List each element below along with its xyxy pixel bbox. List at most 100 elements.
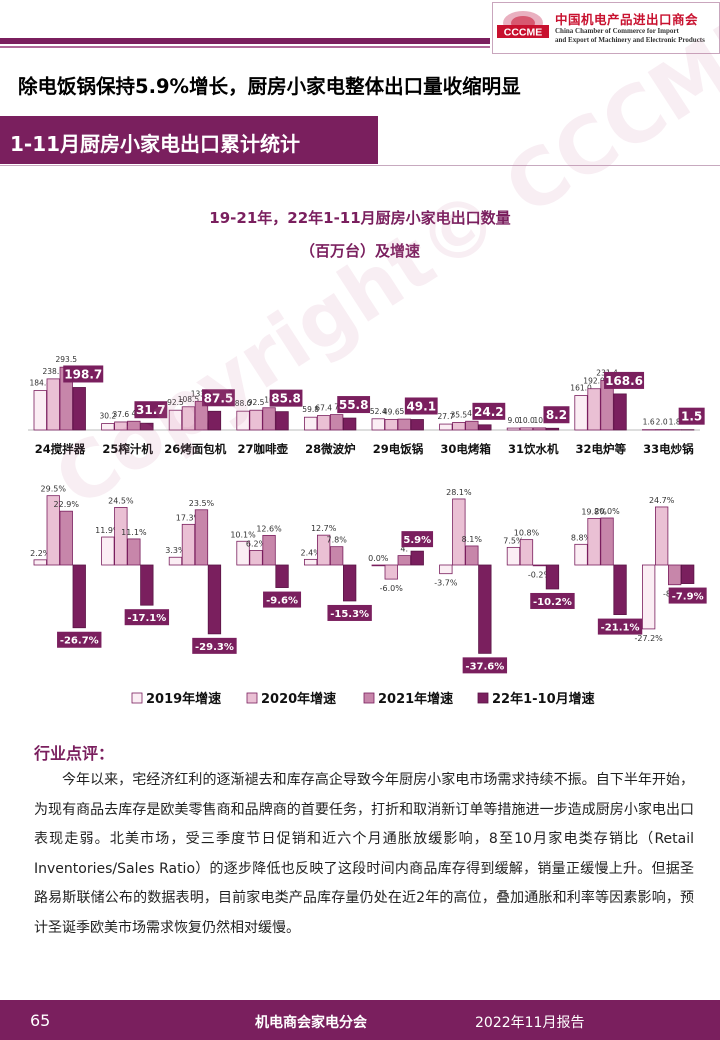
growth-bar-4-1 [316,534,331,566]
growth-bar-7-3 [545,564,560,590]
growth-label-3-1: 6.2% [246,539,267,548]
growth-label-9-0: -27.2% [634,634,663,643]
growth-label-4-2: 7.8% [326,536,347,545]
value-label-9-1: 2.0 [656,418,668,427]
bar-4-3 [342,417,357,431]
legend-label-0: 2019年增速 [146,691,221,707]
bar-7-3 [545,427,560,431]
growth-bar-6-3 [478,564,492,654]
growth-label-1-0: 11.9% [95,526,121,535]
growth-bar-7-2 [532,564,547,567]
value-label-2-1: 108.5 [178,395,200,404]
growth-label-0-3: -26.7% [60,636,99,647]
bar-0-1 [46,378,60,431]
value-label-8-3: 168.6 [605,374,643,388]
value-label-box-8 [604,371,645,389]
bar-4-0 [303,416,318,431]
value-label-0-2: 293.5 [56,355,78,364]
legend-swatch-2 [363,692,375,704]
category-label-6: 30电烤箱 [440,442,491,456]
value-label-0-1: 238.9 [43,367,65,376]
growth-label-box-9 [668,587,707,604]
value-label-6-2: 41 [467,409,477,418]
bar-2-1 [181,406,196,431]
growth-label-2-3: -29.3% [195,642,234,653]
growth-label-6-0: -3.7% [434,579,458,588]
bar-1-1 [114,421,128,431]
page-headline: 除电饭锅保持5.9%增长，厨房小家电整体出口量收缩明显 [18,75,521,98]
growth-label-box-8 [597,618,643,635]
growth-label-7-0: 7.5% [503,536,524,545]
bar-5-0 [371,418,385,431]
org-name-en-line1: China Chamber of Commerce for Import [555,27,679,35]
growth-label-2-2: 23.5% [189,499,215,508]
growth-bar-6-2 [465,545,479,566]
page-number: 65 [30,1011,51,1030]
value-label-box-0 [63,365,104,383]
value-label-2-3: 87.5 [204,391,234,405]
bar-8-0 [574,395,588,431]
growth-bar-0-1 [46,495,60,566]
growth-bar-1-3 [140,564,154,606]
value-label-4-3: 55.8 [339,398,369,412]
growth-label-6-2: 8.1% [462,535,483,544]
growth-label-box-5 [401,531,434,548]
legend-label-3: 22年1-10月增速 [492,691,595,707]
value-label-9-2: 1.8 [669,418,681,427]
section-divider [0,165,720,166]
value-label-7-2: 10. [533,416,545,425]
growth-label-3-0: 10.1% [230,530,256,539]
growth-bar-5-1 [384,564,398,580]
value-label-box-1 [134,401,168,419]
value-label-9-3: 1.5 [681,410,702,424]
value-label-box-7 [543,406,570,424]
growth-bar-3-0 [236,540,250,566]
value-label-3-1: 92.5 [248,398,265,407]
bar-6-2 [465,420,479,431]
growth-bar-9-0 [642,564,656,630]
bar-6-1 [452,422,466,431]
growth-label-box-4 [327,604,372,621]
growth-label-4-1: 12.7% [311,524,337,533]
growth-bar-0-3 [72,564,86,629]
growth-bar-2-3 [207,564,222,635]
growth-label-box-6 [462,657,508,674]
bar-0-3 [72,387,86,431]
growth-bar-6-1 [452,498,466,566]
value-label-8-1: 192.9 [583,377,605,386]
bar-8-3 [613,393,627,431]
growth-bar-6-0 [439,564,453,575]
growth-label-5-2: 4. [400,545,408,554]
org-name-en-line2: and Export of Machinery and Electronic P… [555,36,705,44]
bar-4-1 [316,415,331,431]
growth-bar-5-0 [371,564,385,567]
growth-label-8-2: 20.0% [594,507,620,516]
growth-bar-8-3 [613,564,627,615]
category-label-9: 33电炒锅 [643,442,694,456]
growth-label-7-2: -0.2% [528,570,552,579]
growth-bar-4-0 [303,558,318,566]
value-label-box-9 [678,407,705,425]
value-label-box-5 [404,397,438,415]
growth-label-5-0: 0.0% [368,554,389,563]
growth-label-9-1: 24.7% [649,496,675,505]
growth-bar-3-3 [275,564,289,588]
bar-2-2 [194,400,209,431]
bar-1-0 [101,423,115,431]
value-label-box-3 [269,389,303,407]
bar-5-1 [384,418,398,431]
growth-bar-8-1 [587,518,601,566]
growth-bar-5-3 [410,550,424,566]
org-name-cn: 中国机电产品进出口商会 [555,12,699,27]
value-label-6-0: 27.7 [437,412,454,421]
growth-bar-4-2 [329,546,344,566]
value-label-3-2: 10 [264,396,274,405]
value-label-1-0: 30.2 [99,412,116,421]
header-band-thin [0,46,490,48]
bar-0-0 [33,390,47,431]
growth-label-0-0: 2.2% [30,549,51,558]
value-label-0-3: 198.7 [64,367,102,381]
category-label-5: 29电饭锅 [373,442,424,456]
chart-title-line2: （百万台）及增速 [299,242,420,260]
bar-5-2 [397,418,411,431]
